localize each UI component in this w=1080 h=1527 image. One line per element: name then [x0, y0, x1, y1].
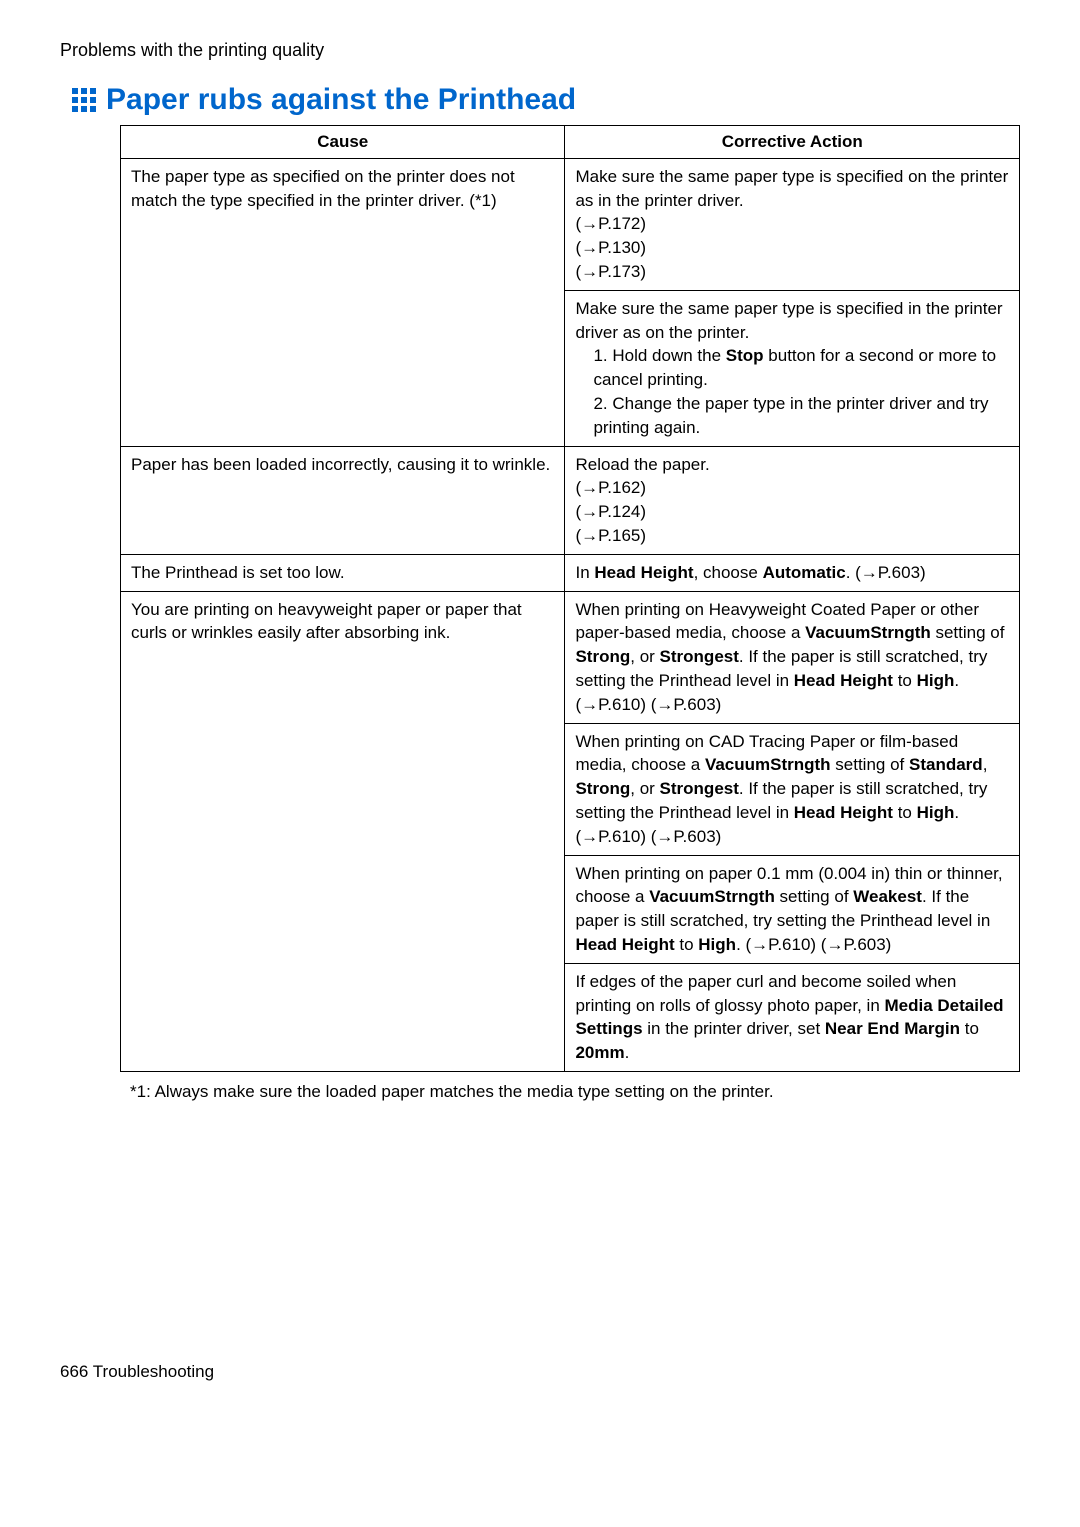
action-line: (→P.130)	[575, 238, 646, 257]
action-cell: Reload the paper. (→P.162) (→P.124) (→P.…	[565, 446, 1020, 554]
action-line: Make sure the same paper type is specifi…	[575, 167, 1008, 210]
t: , choose	[694, 563, 763, 582]
action-line: (→P.162)	[575, 478, 646, 497]
list-text: Hold down the	[612, 346, 725, 365]
t: Automatic	[763, 563, 846, 582]
page-footer: 666 Troubleshooting	[60, 1362, 1020, 1382]
action-cell: Make sure the same paper type is specifi…	[565, 158, 1020, 290]
action-cell: In Head Height, choose Automatic. (→P.60…	[565, 554, 1020, 591]
header-text: Problems with the printing quality	[60, 40, 1020, 61]
ordered-list: 1. Hold down the Stop button for a secon…	[575, 344, 1009, 439]
action-line: (→P.165)	[575, 526, 646, 545]
col-header-cause: Cause	[121, 126, 565, 159]
action-line: (→P.124)	[575, 502, 646, 521]
list-item: 2. Change the paper type in the printer …	[593, 392, 1009, 440]
troubleshoot-table: Cause Corrective Action The paper type a…	[120, 125, 1020, 1072]
action-cell: When printing on CAD Tracing Paper or fi…	[565, 723, 1020, 855]
action-line: Reload the paper.	[575, 455, 709, 474]
list-bold: Stop	[726, 346, 764, 365]
col-header-action: Corrective Action	[565, 126, 1020, 159]
title-row: Paper rubs against the Printhead	[72, 83, 1020, 117]
cause-cell: The paper type as specified on the print…	[121, 158, 565, 446]
footnote: *1: Always make sure the loaded paper ma…	[130, 1082, 1020, 1102]
action-line: (→P.172)	[575, 214, 646, 233]
t: Head Height	[594, 563, 693, 582]
action-rich: In Head Height, choose Automatic. (→P.60…	[575, 563, 925, 582]
page-title: Paper rubs against the Printhead	[106, 83, 576, 117]
cause-cell: The Printhead is set too low.	[121, 554, 565, 591]
cause-cell: You are printing on heavyweight paper or…	[121, 591, 565, 1071]
list-item: 1. Hold down the Stop button for a secon…	[593, 344, 1009, 392]
cause-cell: Paper has been loaded incorrectly, causi…	[121, 446, 565, 554]
t: In	[575, 563, 594, 582]
action-cell: If edges of the paper curl and become so…	[565, 963, 1020, 1071]
list-text: Change the paper type in the printer dri…	[593, 394, 988, 437]
action-line: Make sure the same paper type is specifi…	[575, 299, 1002, 342]
t: . (→P.603)	[846, 563, 926, 582]
grid-icon	[72, 88, 96, 112]
action-cell: Make sure the same paper type is specifi…	[565, 290, 1020, 446]
action-cell: When printing on paper 0.1 mm (0.004 in)…	[565, 855, 1020, 963]
action-cell: When printing on Heavyweight Coated Pape…	[565, 591, 1020, 723]
action-line: (→P.173)	[575, 262, 646, 281]
